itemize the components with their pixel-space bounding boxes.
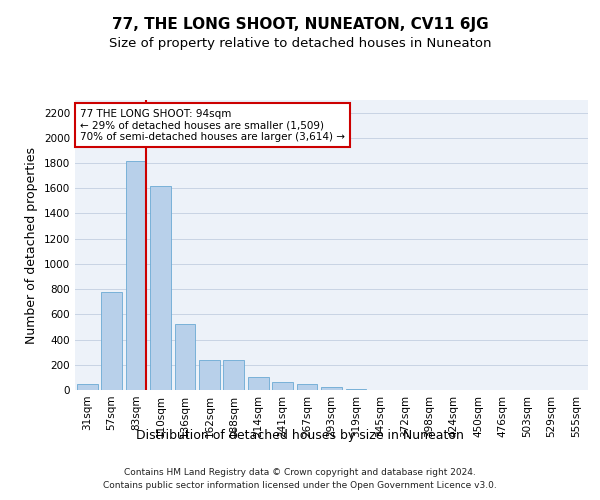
Bar bbox=[125, 160, 146, 390]
Text: Contains HM Land Registry data © Crown copyright and database right 2024.: Contains HM Land Registry data © Crown c… bbox=[124, 468, 476, 477]
Bar bbox=[77, 384, 98, 390]
Bar bbox=[150, 186, 171, 390]
Bar bbox=[346, 388, 367, 390]
Bar bbox=[223, 360, 244, 390]
Bar bbox=[321, 387, 342, 390]
Bar bbox=[272, 382, 293, 390]
Text: Contains public sector information licensed under the Open Government Licence v3: Contains public sector information licen… bbox=[103, 480, 497, 490]
Y-axis label: Number of detached properties: Number of detached properties bbox=[25, 146, 38, 344]
Text: 77 THE LONG SHOOT: 94sqm
← 29% of detached houses are smaller (1,509)
70% of sem: 77 THE LONG SHOOT: 94sqm ← 29% of detach… bbox=[80, 108, 345, 142]
Text: Distribution of detached houses by size in Nuneaton: Distribution of detached houses by size … bbox=[136, 428, 464, 442]
Bar bbox=[296, 384, 317, 390]
Text: Size of property relative to detached houses in Nuneaton: Size of property relative to detached ho… bbox=[109, 38, 491, 51]
Bar bbox=[175, 324, 196, 390]
Text: 77, THE LONG SHOOT, NUNEATON, CV11 6JG: 77, THE LONG SHOOT, NUNEATON, CV11 6JG bbox=[112, 18, 488, 32]
Bar bbox=[199, 360, 220, 390]
Bar bbox=[101, 292, 122, 390]
Bar bbox=[248, 377, 269, 390]
